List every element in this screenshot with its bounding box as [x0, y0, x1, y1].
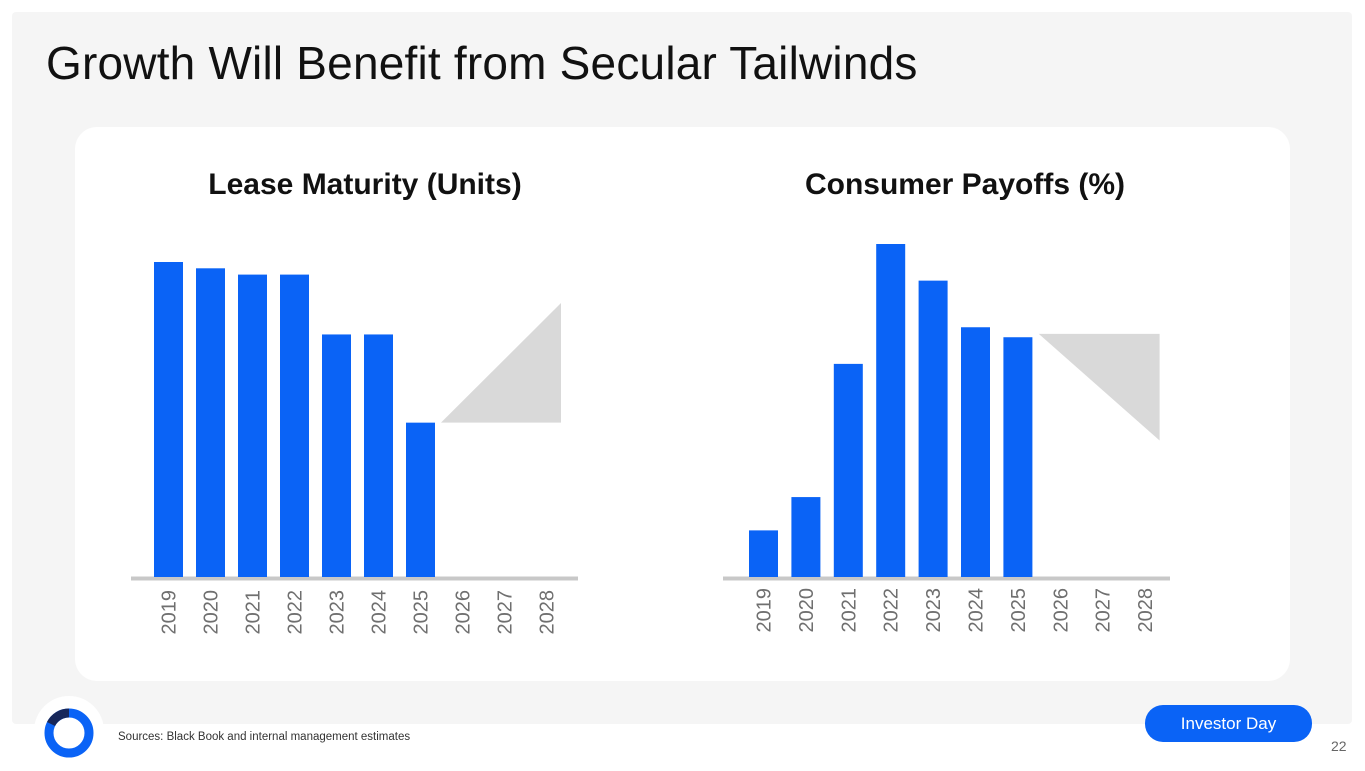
lease-maturity-title: Lease Maturity (Units) [208, 168, 521, 201]
payoffs-bar-2023 [918, 280, 948, 577]
company-logo [34, 696, 104, 766]
company-logo-icon [44, 708, 94, 758]
lease-tick-label: 2022 [285, 590, 307, 635]
lease-tick-label: 2020 [201, 590, 223, 635]
payoffs-tick-label: 2024 [966, 588, 988, 633]
payoffs-projection-triangle [1038, 333, 1160, 441]
payoffs-tick-label: 2026 [1050, 588, 1072, 633]
lease-bar-2025 [406, 422, 435, 577]
investor-day-badge: Investor Day [1145, 705, 1312, 742]
lease-bar-2021 [238, 274, 267, 577]
lease-projection-triangle [441, 302, 561, 423]
lease-tick-label: 2023 [327, 590, 349, 635]
payoffs-tick-label: 2022 [881, 588, 903, 633]
lease-tick-label: 2024 [369, 590, 391, 635]
payoffs-tick-label: 2023 [923, 588, 945, 633]
payoffs-bar-2025 [1003, 337, 1033, 577]
lease-tick-label: 2028 [537, 590, 559, 635]
payoffs-tick-label: 2019 [754, 588, 776, 633]
lease-bar-2020 [196, 268, 225, 577]
consumer-payoffs-title: Consumer Payoffs (%) [805, 168, 1125, 201]
payoffs-bar-2021 [833, 363, 863, 577]
lease-tick-label: 2026 [453, 590, 475, 635]
lease-tick-label: 2019 [159, 590, 181, 635]
lease-bar-2019 [154, 262, 183, 577]
payoffs-bar-2024 [961, 327, 990, 577]
payoffs-bar-2022 [876, 244, 906, 577]
lease-tick-label: 2025 [411, 590, 433, 635]
payoffs-bar-2020 [791, 497, 821, 577]
lease-bar-2022 [280, 274, 309, 577]
page-number: 22 [1331, 738, 1347, 754]
consumer-payoffs-chart: Consumer Payoffs (%) 2019 2020 2021 2022 202… [723, 168, 1170, 633]
sources-note: Sources: Black Book and internal managem… [118, 731, 411, 743]
payoffs-tick-label: 2025 [1008, 588, 1030, 633]
payoffs-tick-label: 2021 [838, 588, 860, 633]
payoffs-tick-label: 2020 [796, 588, 818, 633]
lease-maturity-chart: Lease Maturity (Units) 2019 2020 2021 2022 2… [131, 168, 578, 635]
payoffs-tick-label: 2028 [1135, 588, 1157, 633]
lease-tick-label: 2021 [243, 590, 265, 635]
payoffs-bar-2019 [749, 530, 778, 577]
lease-tick-label: 2027 [495, 590, 517, 635]
charts-card [75, 127, 1290, 681]
page-title: Growth Will Benefit from Secular Tailwin… [46, 37, 918, 89]
lease-bar-2023 [322, 334, 351, 577]
payoffs-tick-label: 2027 [1093, 588, 1115, 633]
lease-bar-2024 [364, 334, 393, 577]
